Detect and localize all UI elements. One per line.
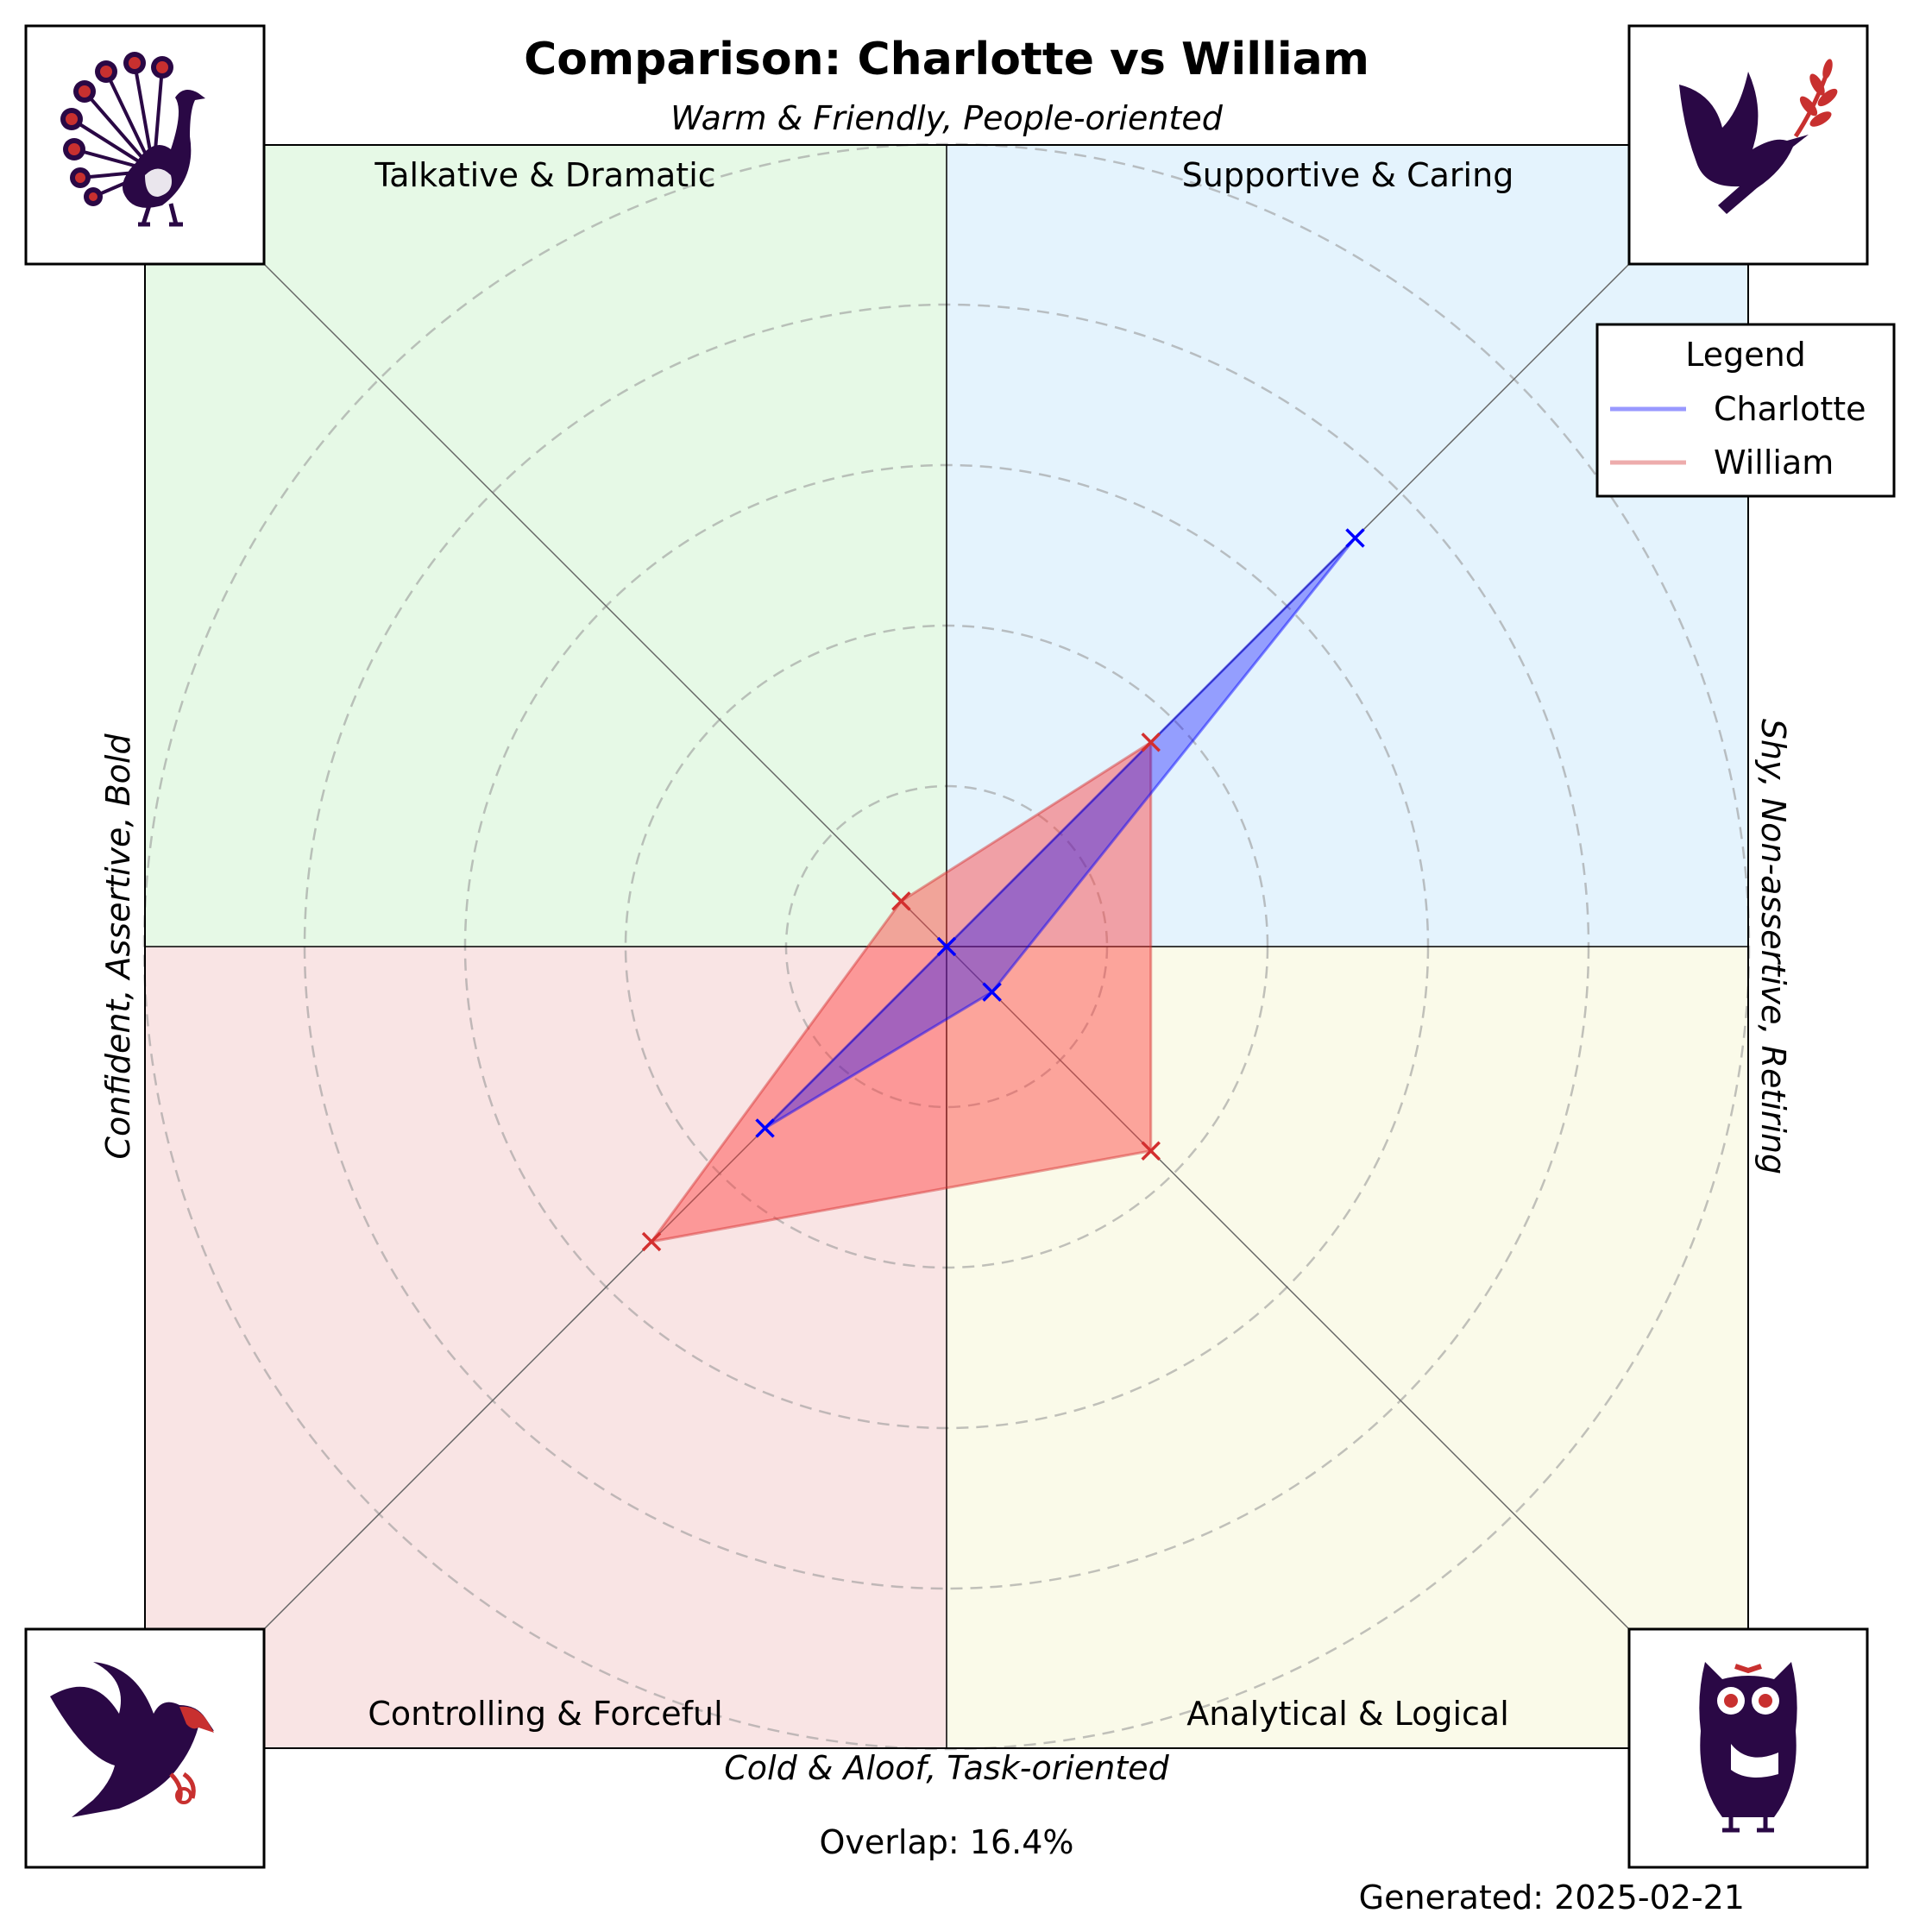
dove-icon	[1679, 59, 1838, 214]
diagonal-axis-line	[263, 263, 947, 947]
data-point-william	[1141, 733, 1161, 752]
data-point-william	[1141, 1141, 1161, 1161]
owl-icon	[1699, 1662, 1797, 1833]
series-layer	[641, 528, 1365, 1252]
quadrant-label-bottom-left: Controlling & Forceful	[368, 1695, 722, 1733]
generated-date-text: Generated: 2025-02-21	[1359, 1879, 1745, 1916]
legend-entry-william: William	[1714, 444, 1834, 481]
quadrant-label-top-right: Supportive & Caring	[1182, 156, 1514, 194]
data-point-charlotte	[1345, 528, 1365, 548]
dove-icon-box	[1627, 24, 1869, 266]
diagonal-axis-line	[263, 946, 947, 1630]
diagonal-axis-line	[946, 946, 1630, 1630]
bottom-axis-label: Cold & Aloof, Task-oriented	[724, 1749, 1169, 1787]
chart-title: Comparison: Charlotte vs William	[524, 34, 1369, 85]
data-point-charlotte	[755, 1118, 775, 1138]
top-axis-label: Warm & Friendly, People-oriented	[670, 99, 1224, 137]
peacock-icon	[60, 52, 205, 227]
quadrant-label-bottom-right: Analytical & Logical	[1186, 1695, 1509, 1733]
left-axis-label: Confident, Assertive, Bold	[99, 733, 137, 1160]
legend-box	[1595, 323, 1896, 498]
quadrant-label-top-left: Talkative & Dramatic	[374, 156, 715, 194]
legend-entry-charlotte: Charlotte	[1714, 390, 1866, 428]
legend-title: Legend	[1685, 336, 1806, 374]
data-point-william	[641, 1231, 662, 1252]
data-point-charlotte	[936, 936, 957, 957]
owl-icon-box	[1627, 1627, 1869, 1869]
data-point-charlotte	[982, 982, 1002, 1002]
legend: Legend Charlotte William	[1595, 323, 1896, 498]
overlap-text: Overlap: 16.4%	[820, 1823, 1074, 1861]
eagle-icon-box	[24, 1627, 266, 1869]
right-axis-label: Shy, Non-assertive, Retiring	[1754, 719, 1792, 1174]
diagonal-axis-line	[946, 263, 1630, 947]
data-point-william	[891, 891, 911, 911]
peacock-icon-box	[24, 24, 266, 266]
eagle-icon	[50, 1662, 214, 1817]
